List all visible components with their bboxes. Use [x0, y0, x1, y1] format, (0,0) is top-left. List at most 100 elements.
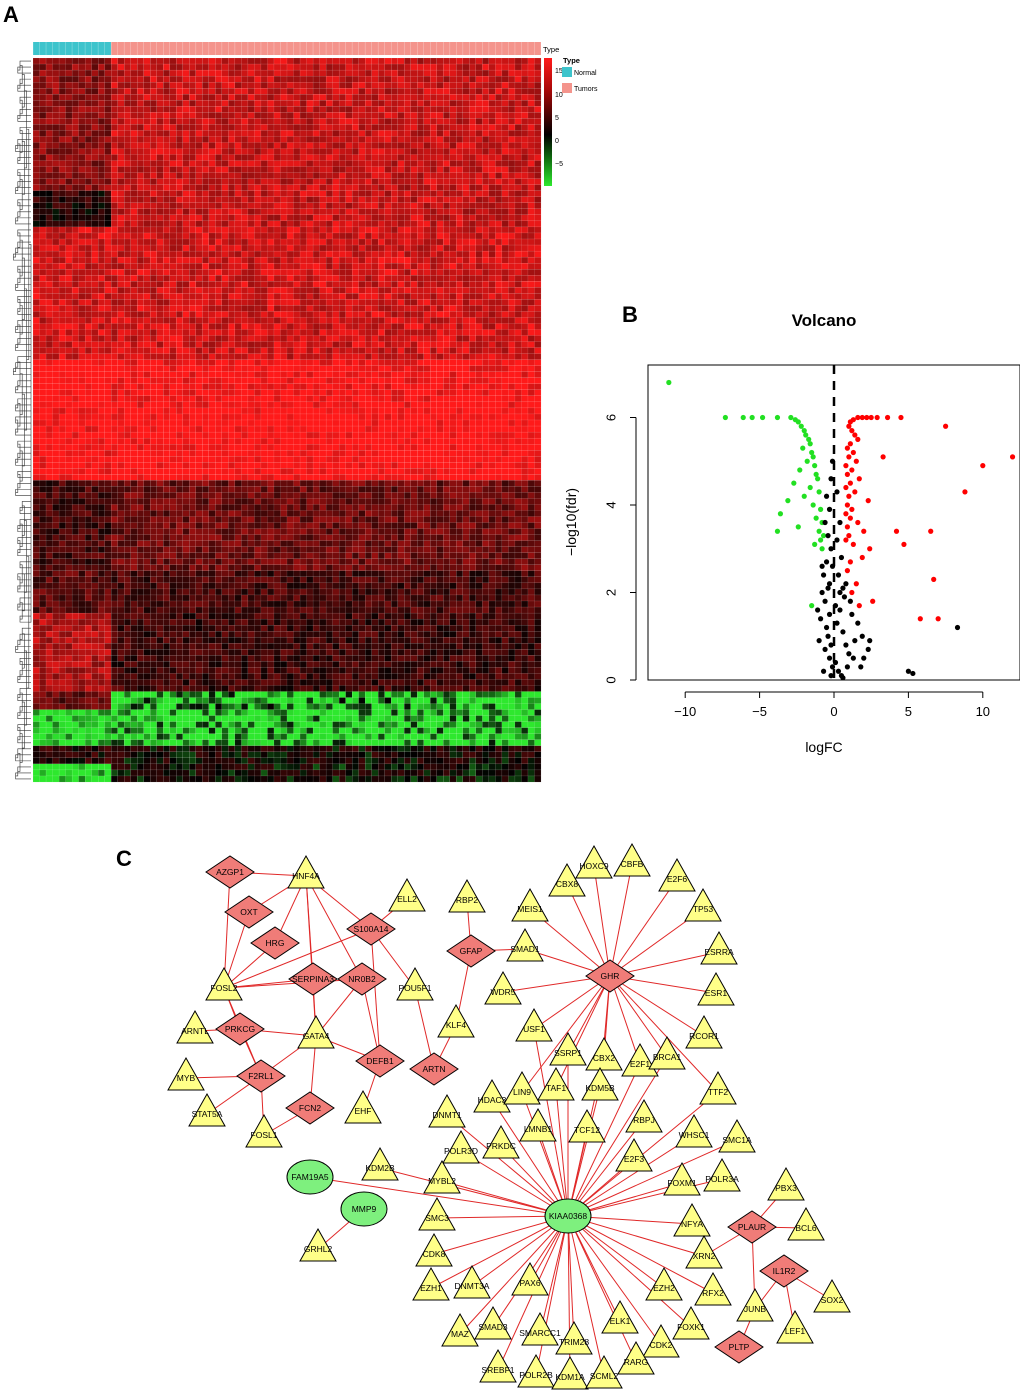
heatmap-cell: [71, 190, 79, 197]
heatmap-cell: [189, 178, 196, 185]
heatmap-cell: [84, 323, 92, 330]
heatmap-cell: [397, 202, 405, 210]
heatmap-cell: [104, 238, 112, 246]
heatmap-cell: [527, 220, 535, 228]
heatmap-cell: [273, 208, 281, 216]
heatmap-cell: [443, 136, 450, 143]
heatmap-cell: [286, 425, 294, 433]
heatmap-cell: [111, 323, 118, 330]
heatmap-cell: [306, 57, 314, 65]
heatmap-cell: [495, 100, 503, 107]
heatmap-cell: [137, 106, 144, 113]
heatmap-cell: [482, 154, 490, 161]
heatmap-cell: [527, 305, 535, 312]
heatmap-cell: [156, 124, 164, 131]
heatmap-cell: [58, 347, 66, 354]
heatmap-cell: [371, 130, 379, 137]
heatmap-cell: [384, 256, 392, 264]
heatmap-cell: [234, 124, 242, 131]
heatmap-cell: [78, 82, 86, 89]
heatmap-cell: [78, 244, 86, 252]
heatmap-cell: [163, 335, 170, 342]
heatmap-cell: [397, 232, 405, 240]
dendrogram-branch: [17, 753, 21, 772]
heatmap-cell: [469, 335, 477, 342]
heatmap-cell: [430, 124, 437, 131]
heatmap-cell: [176, 190, 183, 197]
heatmap-cell: [137, 281, 144, 288]
heatmap-cell: [137, 75, 144, 83]
heatmap-cell: [352, 383, 359, 391]
heatmap-cell: [84, 263, 92, 270]
heatmap-cell: [247, 431, 255, 439]
heatmap-cell: [495, 226, 503, 234]
heatmap-cell: [111, 136, 118, 143]
heatmap-cell: [280, 238, 288, 246]
heatmap-cell: [456, 377, 464, 384]
heatmap-cell: [319, 82, 327, 89]
heatmap-cell: [391, 407, 398, 415]
heatmap-cell: [436, 69, 444, 77]
heatmap-cell: [215, 329, 223, 336]
heatmap-cell: [71, 431, 79, 439]
heatmap-cell: [332, 166, 340, 173]
heatmap-cell: [293, 263, 301, 270]
heatmap-cell: [52, 407, 60, 415]
heatmap-cell: [241, 311, 249, 318]
heatmap-cell: [150, 299, 157, 306]
heatmap-cell: [534, 281, 542, 288]
heatmap-cell: [143, 202, 151, 210]
heatmap-cell: [45, 341, 53, 348]
heatmap-cell: [404, 389, 411, 397]
heatmap-cell: [195, 256, 203, 264]
heatmap-cell: [365, 365, 372, 372]
heatmap-cell: [423, 69, 431, 77]
heatmap-cell: [117, 323, 125, 330]
heatmap-cell: [410, 353, 418, 360]
heatmap-cell: [332, 57, 340, 65]
heatmap-cell: [228, 166, 236, 173]
heatmap-cell: [436, 250, 444, 258]
heatmap-cell: [215, 106, 223, 113]
heatmap-cell: [58, 154, 66, 161]
heatmap-cell: [312, 202, 320, 210]
heatmap-cell: [137, 305, 144, 312]
heatmap-cell: [65, 383, 73, 391]
heatmap-cell: [475, 94, 483, 101]
heatmap-cell: [371, 190, 379, 197]
heatmap-cell: [410, 154, 418, 161]
heatmap-cell: [182, 208, 190, 216]
heatmap-cell: [78, 281, 86, 288]
heatmap-cell: [137, 178, 144, 185]
heatmap-cell: [417, 214, 424, 222]
heatmap-cell: [195, 148, 203, 155]
heatmap-cell: [365, 154, 372, 161]
heatmap-cell: [325, 160, 333, 167]
heatmap-cell: [137, 202, 144, 210]
heatmap-cell: [306, 293, 314, 300]
heatmap-cell: [312, 293, 320, 300]
heatmap-cell: [475, 263, 483, 270]
heatmap-cell: [234, 305, 242, 312]
heatmap-cell: [45, 317, 53, 324]
heatmap-cell: [195, 413, 203, 421]
heatmap-cell: [280, 269, 288, 276]
heatmap-cell: [228, 94, 236, 101]
heatmap-cell: [286, 178, 294, 185]
heatmap-cell: [430, 106, 437, 113]
heatmap-cell: [143, 287, 151, 294]
heatmap-cell: [124, 166, 131, 173]
heatmap-cell: [358, 63, 366, 71]
heatmap-cell: [163, 407, 170, 415]
heatmap-cell: [534, 57, 542, 65]
heatmap-cell: [345, 148, 353, 155]
heatmap-cell: [299, 69, 307, 77]
heatmap-cell: [332, 287, 340, 294]
heatmap-cell: [423, 238, 431, 246]
dendrogram-branch: [15, 419, 19, 433]
heatmap-cell: [247, 214, 255, 222]
heatmap-cell: [521, 317, 529, 324]
heatmap-cell: [521, 178, 529, 185]
heatmap-cell: [338, 287, 346, 294]
heatmap-cell: [338, 250, 346, 258]
